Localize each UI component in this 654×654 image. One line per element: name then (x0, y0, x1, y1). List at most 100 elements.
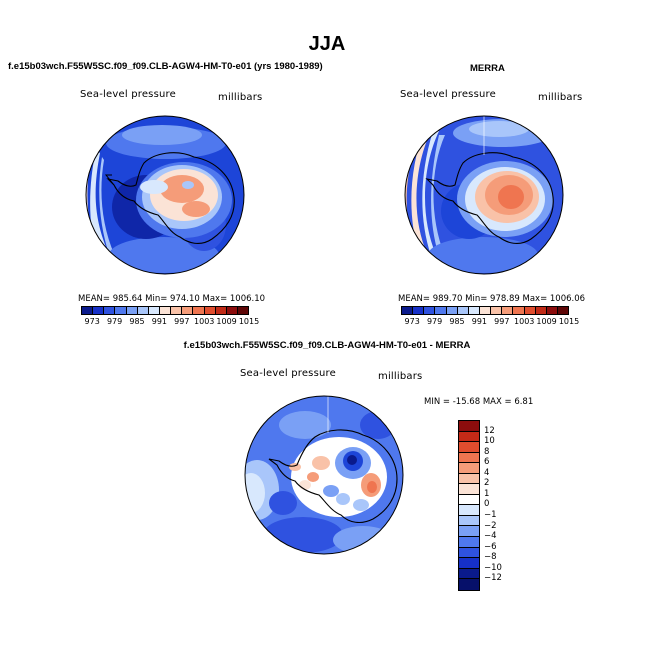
panel-1-colorbar-swatch (104, 307, 116, 314)
panel-3-field-label: Sea-level pressure (240, 368, 336, 379)
panel-3-colorbar-swatch (459, 515, 479, 527)
panel-2-colorbar-swatch (502, 307, 514, 314)
panel-2-colorbar-swatch (535, 307, 547, 314)
panel-3-colorbar-bar (458, 420, 480, 591)
panel-2-colorbar-bar (401, 306, 569, 315)
panel-1-colorbar-swatch (171, 307, 183, 314)
panel-3-colorbar-tick-label: 4 (484, 467, 490, 478)
panel-2-colorbar-swatch (557, 307, 569, 314)
panel-3-colorbar-tick-label: −1 (484, 509, 497, 520)
panel-1-colorbar-bar (81, 306, 249, 315)
panel-3-colorbar-swatch (459, 473, 479, 485)
panel-3-units-label: millibars (378, 371, 423, 382)
panel-1-colorbar-tick-label: 979 (106, 317, 123, 326)
panel-3-colorbar-labels: 12 10 8 6 4 2 1 0 −1 −2 −4 −6 −8 −10 −12 (484, 420, 514, 590)
panel-3-colorbar-tick-label: 12 (484, 425, 495, 436)
panel-3-colorbar-swatch (459, 526, 479, 538)
panel-2-colorbar-tick-label: 997 (494, 317, 510, 326)
panel-3-colorbar-tick-label: −6 (484, 541, 497, 552)
panel-2-colorbar-tick-label: 1003 (514, 317, 535, 326)
panel-3-colorbar-tick-label: −4 (484, 531, 497, 542)
panel-2-colorbar-tick-label: 1009 (536, 317, 557, 326)
panel-3-colorbar-swatch (459, 484, 479, 495)
panel-1-colorbar-swatch (182, 307, 194, 314)
panel-2-colorbar-swatch (479, 307, 492, 314)
panel-1-colorbar-swatch (148, 307, 160, 314)
panel-2-colorbar-tick-label: 973 (404, 317, 420, 326)
panel-2-colorbar-swatch (457, 307, 469, 314)
panel-3-polar-map (244, 395, 404, 555)
panel-3-colorbar-swatch (459, 442, 479, 453)
panel-3-colorbar-tick-label: 1 (484, 488, 490, 499)
panel-2-colorbar-swatch (446, 307, 458, 314)
panel-3-colorbar-tick-label: 6 (484, 457, 490, 468)
panel-2-stats: MEAN= 989.70 Min= 978.89 Max= 1006.06 (398, 294, 586, 304)
panel-1-colorbar-tick-label: 1015 (238, 317, 260, 326)
panel-1-colorbar-tick-label: 991 (151, 317, 168, 326)
page-title: JJA (308, 33, 346, 55)
panel-1-units-label: millibars (218, 92, 263, 103)
panel-2-colorbar: 973 979 985 991 997 1003 1009 1015 (401, 306, 580, 329)
panel-1-colorbar-swatch (82, 307, 94, 314)
panel-1-colorbar: 973 979 985 991 997 1003 1009 1015 (81, 306, 260, 329)
panel-3-colorbar-swatch (459, 568, 479, 580)
panel-2-colorbar-tick-label: 979 (426, 317, 443, 326)
panel-2-colorbar-ticks: 973 979 985 991 997 1003 1009 1015 (401, 317, 580, 329)
panel-3-colorbar-swatch (459, 421, 479, 432)
panel-2-colorbar-swatch (491, 307, 503, 314)
panel-2-colorbar-swatch (424, 307, 436, 314)
panel-1-colorbar-tick-label: 973 (84, 317, 100, 326)
panel-2-polar-map (404, 115, 564, 275)
panel-3-colorbar-swatch (459, 452, 479, 464)
panel-3-colorbar-tick-label: −10 (484, 562, 502, 573)
panel-1-colorbar-swatch (137, 307, 149, 314)
panel-2-colorbar-swatch (402, 307, 414, 314)
panel-3-colorbar-swatch (459, 431, 479, 443)
panel-3-colorbar-tick-label: −2 (484, 520, 497, 531)
panel-1-colorbar-swatch (159, 307, 172, 314)
panel-3-colorbar-swatch (459, 547, 479, 559)
panel-1-colorbar-tick-label: 1009 (216, 317, 237, 326)
panel-2-colorbar-swatch (524, 307, 536, 314)
panel-3-colorbar-swatch (459, 537, 479, 548)
panel-1-colorbar-swatch (204, 307, 216, 314)
panel-2-colorbar-tick-label: 991 (471, 317, 488, 326)
panel-1-colorbar-swatch (193, 307, 205, 314)
panel-1-colorbar-tick-label: 997 (174, 317, 190, 326)
panel-2-colorbar-swatch (546, 307, 558, 314)
panel-2-colorbar-tick-label: 1015 (558, 317, 580, 326)
panel-3-colorbar-tick-label: 2 (484, 478, 490, 489)
panel-1-polar-map (85, 115, 245, 275)
panel-2-title: MERRA (470, 63, 505, 74)
panel-3-title: f.e15b03wch.F55W5SC.f09_f09.CLB-AGW4-HM-… (183, 340, 471, 351)
panel-3-colorbar-swatch (459, 505, 479, 516)
panel-1-colorbar-ticks: 973 979 985 991 997 1003 1009 1015 (81, 317, 260, 329)
panel-1-colorbar-swatch (226, 307, 238, 314)
panel-1-colorbar-swatch (93, 307, 105, 314)
panel-2-colorbar-swatch (513, 307, 525, 314)
panel-2-colorbar-swatch (468, 307, 480, 314)
panel-2-colorbar-swatch (413, 307, 425, 314)
panel-3-colorbar-swatch (459, 494, 479, 506)
panel-3-colorbar (458, 420, 480, 591)
panel-1-colorbar-swatch (126, 307, 138, 314)
panel-2-field-label: Sea-level pressure (400, 89, 496, 100)
panel-3-colorbar-tick-label: 8 (484, 446, 490, 457)
panel-3-colorbar-swatch (459, 558, 479, 569)
panel-1-field-label: Sea-level pressure (80, 89, 176, 100)
panel-1-colorbar-swatch (237, 307, 249, 314)
panel-1-title: f.e15b03wch.F55W5SC.f09_f09.CLB-AGW4-HM-… (8, 61, 323, 72)
panel-1-colorbar-swatch (215, 307, 227, 314)
panel-2-units-label: millibars (538, 92, 583, 103)
panel-3-colorbar-tick-label: 10 (484, 436, 495, 447)
panel-3-colorbar-swatch (459, 463, 479, 474)
panel-2-colorbar-swatch (435, 307, 447, 314)
panel-1-colorbar-tick-label: 1003 (194, 317, 215, 326)
panel-3-colorbar-tick-label: −12 (484, 573, 502, 584)
panel-3-colorbar-tick-label: −8 (484, 552, 497, 563)
panel-1-colorbar-tick-label: 985 (129, 317, 145, 326)
panel-3-stats: MIN = -15.68 MAX = 6.81 (424, 397, 534, 407)
panel-1-colorbar-swatch (115, 307, 127, 314)
panel-2-colorbar-tick-label: 985 (449, 317, 465, 326)
panel-1-stats: MEAN= 985.64 Min= 974.10 Max= 1006.10 (78, 294, 266, 304)
